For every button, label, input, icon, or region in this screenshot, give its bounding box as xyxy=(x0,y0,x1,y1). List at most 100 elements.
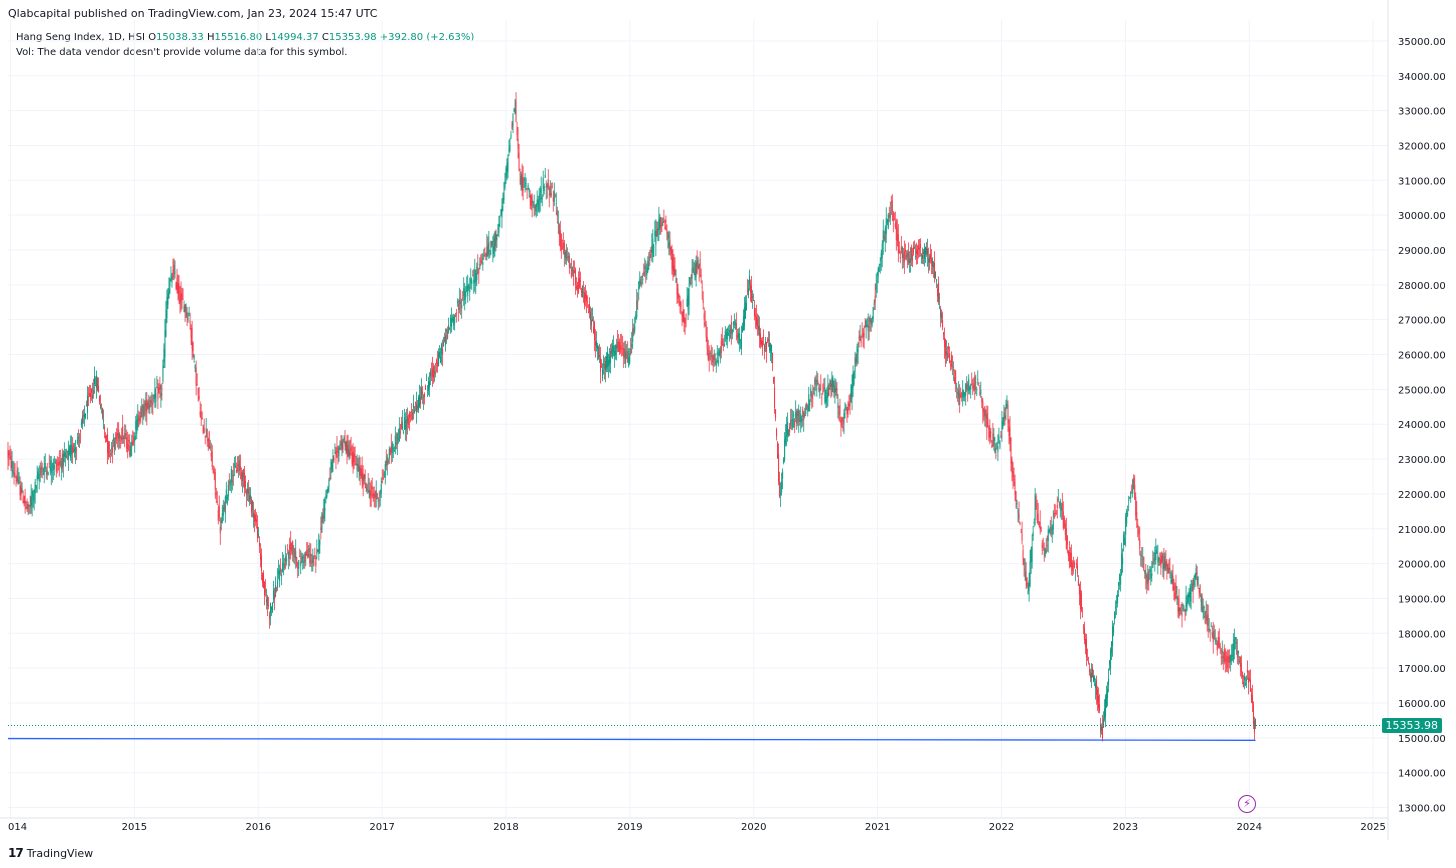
candle-body xyxy=(333,457,335,462)
candle-body xyxy=(744,301,746,319)
candle-body xyxy=(669,240,671,251)
candle-body xyxy=(1064,522,1066,536)
candle-body xyxy=(887,214,889,229)
candle-body xyxy=(104,426,106,429)
candle-body xyxy=(592,326,594,334)
candle-body xyxy=(428,381,430,391)
candle-body xyxy=(1045,549,1047,553)
candle-body xyxy=(1021,533,1023,541)
candle-body xyxy=(1152,562,1154,568)
candle-body xyxy=(723,343,725,347)
candle-body xyxy=(846,408,848,415)
candle-body xyxy=(267,597,269,606)
candle-body xyxy=(514,109,516,114)
candle-body xyxy=(1130,492,1132,499)
candle-body xyxy=(934,262,936,278)
candle-body xyxy=(880,253,882,261)
candle-body xyxy=(980,389,982,395)
candle-body xyxy=(155,393,157,402)
candle-body xyxy=(569,267,571,269)
candle-body xyxy=(601,365,603,368)
candle-body xyxy=(1211,632,1213,635)
candle-body xyxy=(51,470,53,471)
candle-body xyxy=(612,345,614,358)
candle-body xyxy=(665,220,667,223)
candle-body xyxy=(694,271,696,281)
candle-body xyxy=(749,283,751,293)
change-value: +392.80 (+2.63%) xyxy=(379,32,475,43)
candle-body xyxy=(1206,616,1208,621)
candle-body xyxy=(1007,404,1009,424)
candle-body xyxy=(9,454,11,456)
candle-body xyxy=(508,148,510,152)
candle-body xyxy=(985,414,987,419)
candle-body xyxy=(1186,602,1188,607)
candle-body xyxy=(922,251,924,254)
candle-body xyxy=(403,417,405,430)
lightning-icon[interactable]: ⚡ xyxy=(1238,795,1256,813)
candle-body xyxy=(57,462,59,466)
candle-body xyxy=(745,303,747,311)
candle-body xyxy=(732,322,734,326)
candle-body xyxy=(672,257,674,272)
candle-body xyxy=(863,332,865,338)
candle-body xyxy=(817,380,819,382)
candle-body xyxy=(1039,522,1041,531)
candle-body xyxy=(897,234,899,254)
footer-brand[interactable]: 17 TradingView xyxy=(8,846,93,860)
candle-body xyxy=(1013,479,1015,481)
candle-body xyxy=(19,484,21,496)
candle-body xyxy=(780,492,782,495)
candle-body xyxy=(476,266,478,281)
time-axis[interactable]: 014 2015 2016 2017 2018 2019 2020 2021 2022 2023 2… xyxy=(8,822,1386,833)
candle-body xyxy=(913,247,915,249)
candle-body xyxy=(372,493,374,497)
candle-body xyxy=(678,295,680,297)
candle-body xyxy=(486,246,488,258)
candle-body xyxy=(1135,496,1137,516)
candle-body xyxy=(326,489,328,497)
candle-body xyxy=(280,567,282,572)
candle-body xyxy=(1156,553,1158,554)
candle-body xyxy=(791,419,793,422)
candle-body xyxy=(118,429,120,441)
candle-body xyxy=(473,279,475,284)
y-tick-label: 20000.00 xyxy=(1398,560,1446,571)
candle-body xyxy=(440,356,442,363)
candle-body xyxy=(84,413,86,418)
candle-body xyxy=(1106,693,1108,708)
candle-body xyxy=(416,405,418,410)
candle-body xyxy=(555,203,557,205)
candle-body xyxy=(373,492,375,500)
candle-body xyxy=(475,273,477,284)
candle-body xyxy=(548,194,550,196)
candle-body xyxy=(121,436,123,441)
candle-body xyxy=(521,174,523,190)
candle-body xyxy=(414,402,416,404)
candle-body xyxy=(21,487,23,494)
candle-body xyxy=(597,345,599,349)
candle-body xyxy=(1101,726,1103,731)
price-axis[interactable]: 13000.00 14000.00 15000.00 16000.00 17000.00… xyxy=(1398,37,1446,815)
candle-body xyxy=(380,484,382,494)
candle-body xyxy=(348,449,350,456)
candle-body xyxy=(671,250,673,269)
candle-body xyxy=(1238,660,1240,662)
candle-body xyxy=(1225,658,1227,661)
candle-body xyxy=(865,320,867,327)
candle-body xyxy=(1026,577,1028,586)
symbol-label[interactable]: Hang Seng Index, 1D, HSI xyxy=(16,32,145,43)
candle-body xyxy=(375,490,377,498)
candle-body xyxy=(604,364,606,369)
candle-body xyxy=(631,343,633,347)
candle-body xyxy=(840,420,842,426)
candle-body xyxy=(879,264,881,266)
candle-body xyxy=(515,101,517,122)
candle-body xyxy=(1193,579,1195,586)
candle-body xyxy=(452,318,454,321)
candle-body xyxy=(208,431,210,449)
candle-body xyxy=(409,415,411,417)
candle-body xyxy=(184,305,186,313)
candle-body xyxy=(493,237,495,252)
